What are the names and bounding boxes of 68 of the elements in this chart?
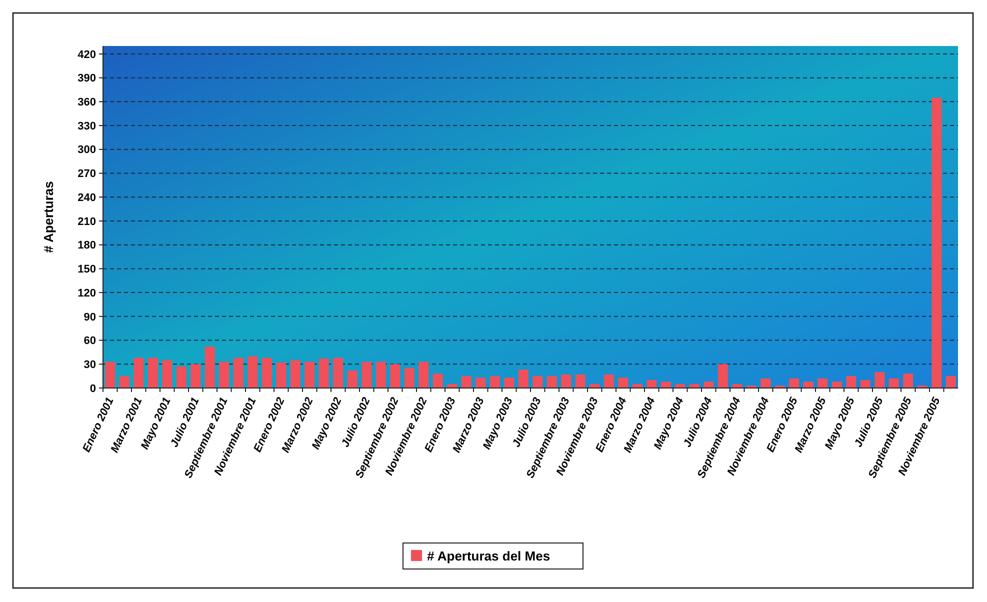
y-tick-label: 300 (78, 144, 96, 156)
y-tick-label: 30 (84, 358, 96, 371)
y-tick-label: 420 (78, 48, 96, 61)
bar (176, 366, 186, 388)
legend-label: # Aperturas del Mes (427, 548, 550, 564)
y-tick-label: 330 (78, 120, 96, 132)
bar (860, 380, 870, 388)
bar (874, 372, 885, 388)
bar (304, 362, 315, 388)
bar (418, 362, 429, 388)
y-tick-label: 270 (78, 168, 96, 180)
bar (660, 382, 671, 388)
bar (461, 376, 472, 388)
y-tick-label: 0 (90, 382, 96, 395)
bar (546, 376, 557, 388)
y-tick-label: 60 (84, 335, 96, 348)
bar (390, 364, 400, 388)
bar (888, 378, 899, 388)
bar (148, 358, 158, 388)
y-tick-label: 210 (78, 216, 96, 228)
y-tick-label: 360 (78, 96, 96, 109)
y-axis-title: # Aperturas (41, 181, 56, 253)
bar (190, 364, 201, 388)
bar (204, 346, 215, 388)
y-tick-label: 240 (78, 192, 96, 204)
bar (818, 378, 828, 388)
bar (276, 362, 286, 388)
bar (376, 362, 386, 388)
bar (162, 360, 172, 388)
bar (803, 382, 814, 388)
bar (903, 374, 914, 388)
bar (518, 370, 528, 388)
bar (262, 358, 272, 388)
bar (333, 358, 344, 388)
y-tick-label: 390 (78, 72, 96, 85)
y-tick-label: 150 (78, 264, 96, 276)
bar (219, 362, 230, 388)
bar (946, 376, 956, 388)
bar (490, 376, 500, 388)
bar (846, 376, 856, 388)
bar (404, 368, 414, 388)
bar (789, 378, 800, 388)
bar (932, 98, 942, 388)
bar (646, 380, 657, 388)
bar (347, 370, 358, 388)
bar (233, 358, 244, 388)
bar (532, 376, 543, 388)
bar (760, 378, 771, 388)
y-tick-label: 180 (78, 240, 96, 252)
bar (248, 356, 258, 388)
bar (718, 364, 728, 388)
bar (561, 374, 572, 388)
bar (318, 358, 329, 388)
bar (604, 374, 614, 388)
bar (575, 374, 586, 388)
bar (504, 378, 514, 388)
bar (134, 358, 144, 388)
y-tick-label: 90 (84, 311, 96, 324)
bar (290, 360, 300, 388)
bar (362, 362, 372, 388)
bar (105, 362, 116, 388)
bar (832, 382, 842, 388)
bar (704, 382, 714, 388)
bar (119, 376, 130, 388)
bar (618, 378, 628, 388)
y-tick-label: 120 (78, 287, 96, 300)
bar (476, 378, 486, 388)
bar (432, 374, 443, 388)
